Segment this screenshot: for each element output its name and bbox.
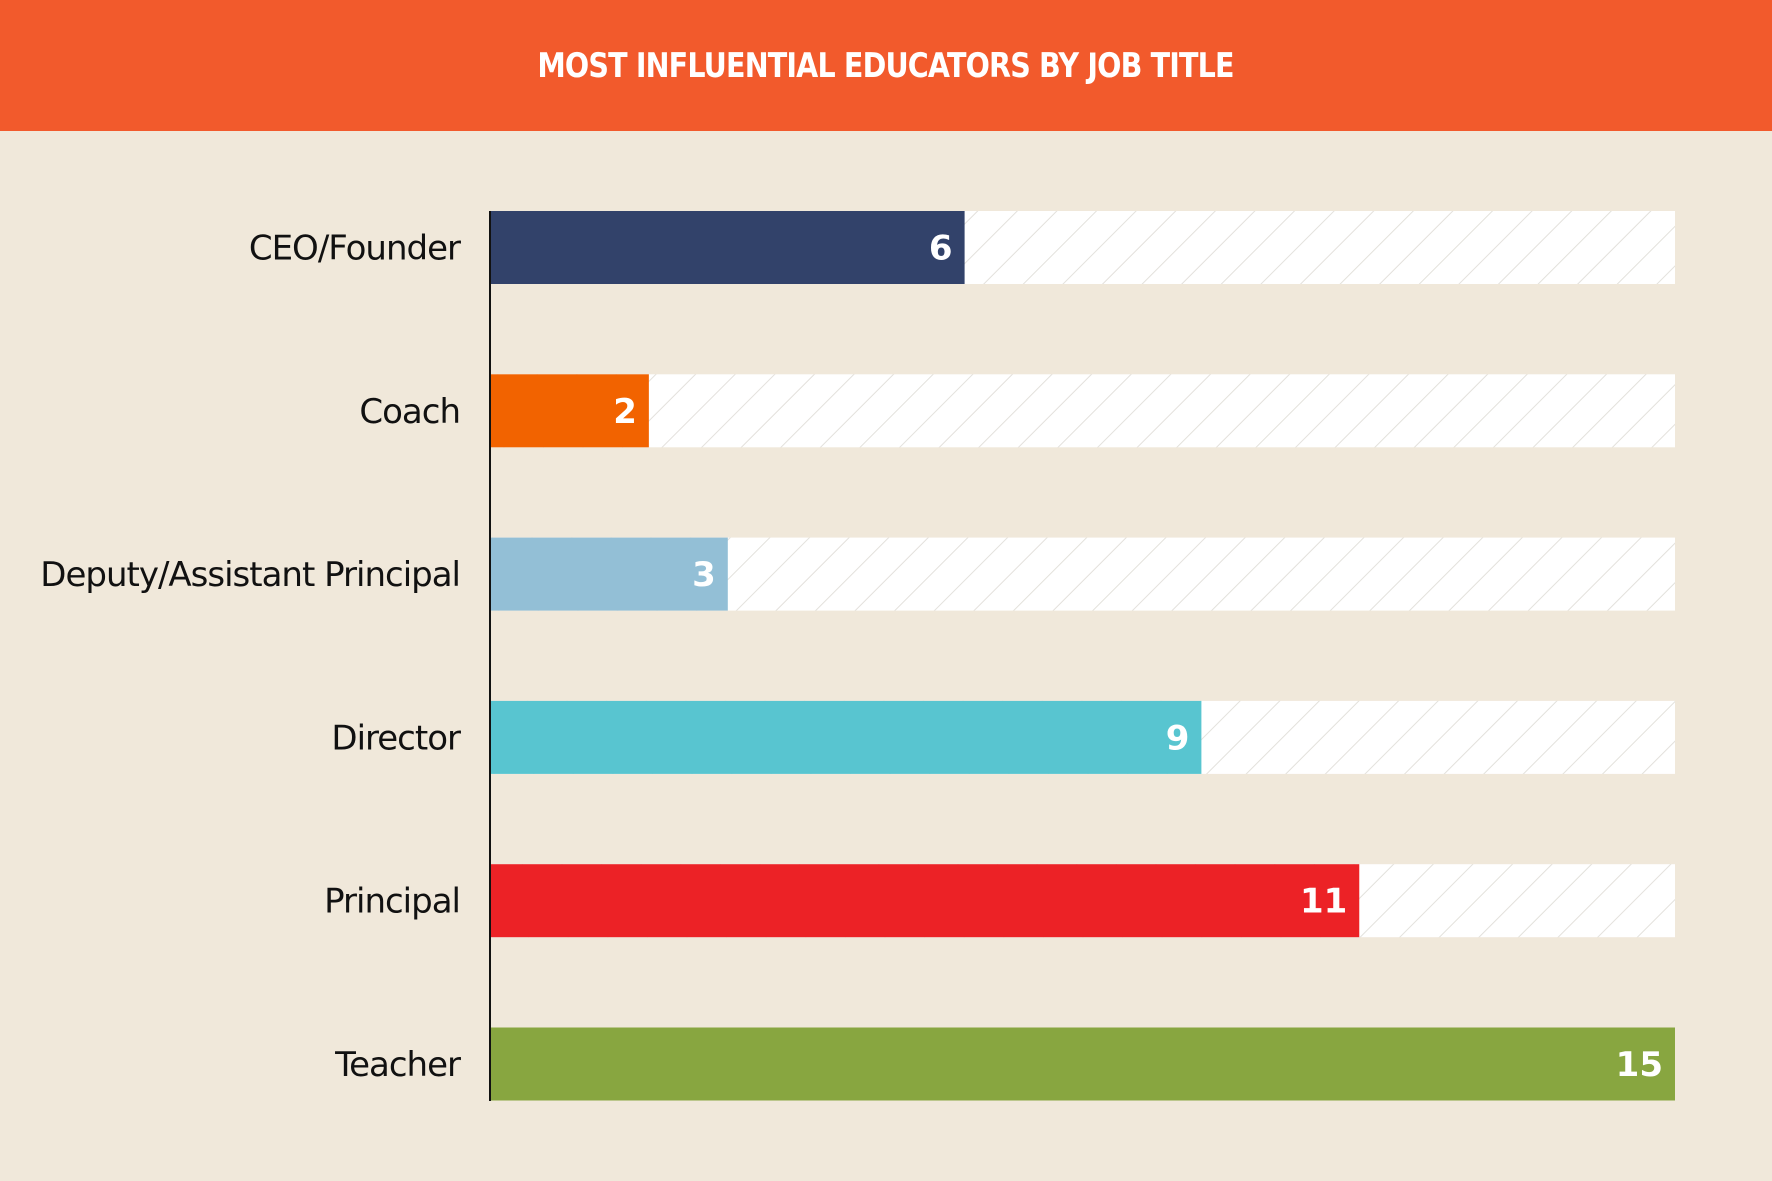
value-label-teacher: 15	[1616, 1045, 1663, 1085]
bar-deputy-assistant-principal	[491, 537, 728, 611]
value-label-principal: 11	[1300, 882, 1347, 922]
category-label-coach: Coach	[359, 392, 460, 432]
bar-track-coach	[491, 374, 1675, 448]
value-label-coach: 2	[613, 392, 637, 432]
bar-coach	[491, 374, 649, 448]
chart-title: MOST INFLUENTIAL EDUCATORS BY JOB TITLE	[537, 45, 1235, 86]
value-label-deputy-assistant-principal: 3	[692, 555, 716, 595]
category-label-principal: Principal	[324, 882, 460, 922]
category-label-ceo-founder: CEO/Founder	[249, 229, 461, 269]
bars	[491, 211, 1675, 1101]
value-label-ceo-founder: 6	[929, 229, 953, 269]
value-labels: 6 2 3 9 11 15	[613, 229, 1663, 1086]
header-banner: MOST INFLUENTIAL EDUCATORS BY JOB TITLE	[0, 0, 1772, 131]
bar-principal	[491, 864, 1360, 938]
bar-teacher	[491, 1027, 1675, 1101]
category-label-director: Director	[331, 718, 461, 758]
bar-ceo-founder	[491, 211, 965, 284]
bar-tracks	[491, 211, 1675, 1101]
category-label-deputy-assistant-principal: Deputy/Assistant Principal	[40, 555, 460, 595]
category-label-teacher: Teacher	[334, 1045, 461, 1085]
bar-director	[491, 700, 1202, 774]
category-labels: CEO/Founder Coach Deputy/Assistant Princip…	[40, 229, 462, 1086]
value-label-director: 9	[1166, 718, 1190, 758]
